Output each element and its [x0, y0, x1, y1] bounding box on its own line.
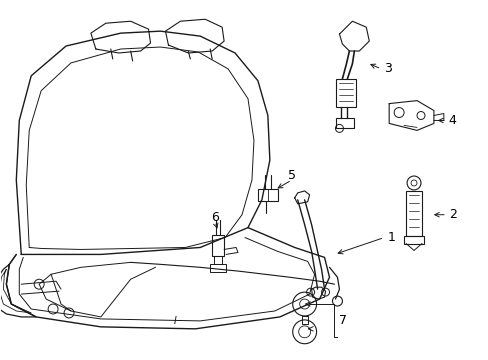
Bar [403, 235, 423, 243]
Bar [210, 264, 225, 272]
Text: 6: 6 [211, 211, 219, 224]
Text: 3: 3 [384, 62, 391, 75]
Text: 7: 7 [339, 314, 347, 327]
Bar [257, 189, 277, 201]
Text: 1: 1 [386, 231, 394, 244]
Text: I: I [174, 316, 177, 326]
Bar [405, 191, 421, 235]
Bar [214, 256, 222, 264]
Bar [336, 79, 356, 107]
Text: 4: 4 [448, 114, 456, 127]
Text: 2: 2 [448, 208, 456, 221]
Bar [212, 235, 224, 256]
Text: 5: 5 [287, 168, 295, 181]
Bar [301, 316, 307, 324]
Bar [336, 118, 354, 129]
